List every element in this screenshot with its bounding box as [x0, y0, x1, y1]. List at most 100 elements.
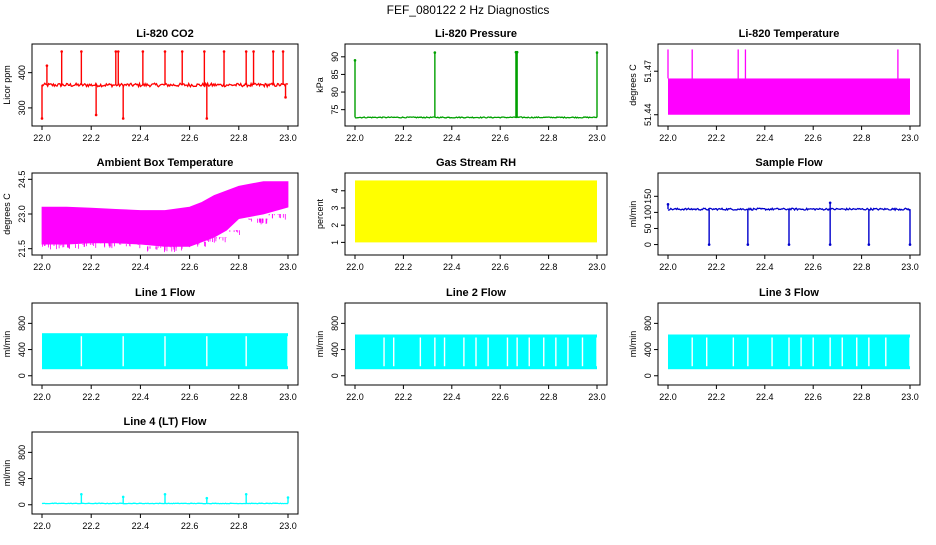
spike-point: [746, 243, 750, 246]
plot-frame: [657, 302, 921, 386]
y-tick-label: 23.0: [17, 205, 27, 223]
x-tick-label: 22.8: [230, 262, 248, 272]
x-tick-label: 22.8: [853, 133, 871, 143]
x-tick-label: 22.2: [82, 133, 100, 143]
x-tick-label: 22.4: [132, 133, 150, 143]
spike-point: [163, 492, 167, 496]
y-axis-label: ml/min: [628, 201, 638, 228]
x-tick-label: 22.0: [346, 392, 364, 402]
y-tick-label: 3: [330, 205, 340, 210]
x-tick-label: 22.2: [82, 262, 100, 272]
x-tick-label: 23.0: [588, 133, 606, 143]
spike-point: [787, 243, 791, 246]
series-band: [41, 181, 289, 247]
y-tick-label: 0: [330, 373, 340, 378]
spike-point: [94, 113, 98, 117]
plot-frame: [657, 43, 921, 127]
x-tick-label: 22.0: [346, 133, 364, 143]
y-axis-label: Licor ppm: [2, 65, 12, 105]
panel-title: Ambient Box Temperature: [97, 157, 234, 169]
spike-point: [433, 51, 437, 54]
y-tick-label: 1: [330, 240, 340, 245]
series-9: [668, 334, 911, 370]
x-tick-label: 23.0: [279, 521, 297, 531]
y-tick-label: 0: [643, 242, 653, 247]
panel-title: Li-820 CO2: [136, 28, 193, 40]
spike-point: [163, 50, 167, 53]
plot-frame: [31, 302, 299, 386]
x-tick-label: 22.8: [540, 392, 558, 402]
spike-point: [244, 50, 248, 53]
x-tick-label: 22.6: [804, 262, 822, 272]
x-tick-label: 23.0: [279, 133, 297, 143]
plot-frame: [31, 431, 299, 515]
x-tick-label: 22.6: [181, 262, 199, 272]
y-tick-label: 4: [330, 188, 340, 193]
y-tick-label: 51.47: [643, 60, 653, 83]
y-tick-label: 800: [643, 316, 653, 331]
spike-point: [114, 50, 118, 53]
spike-point: [121, 495, 125, 499]
y-tick-label: 2: [330, 223, 340, 228]
x-tick-label: 22.4: [756, 392, 774, 402]
series-5: [355, 180, 597, 243]
plot-frame: [344, 172, 608, 256]
series-line: [41, 502, 289, 505]
y-tick-label: 0: [17, 373, 27, 378]
y-tick-label: 24.5: [17, 171, 27, 189]
x-tick-label: 23.0: [279, 392, 297, 402]
x-tick-label: 22.6: [181, 133, 199, 143]
spike-point: [80, 492, 83, 496]
spike-point: [353, 59, 357, 62]
series-band: [668, 78, 910, 115]
y-tick-label: 85: [330, 69, 340, 79]
spike-point: [205, 117, 209, 120]
y-tick-label: 400: [643, 342, 653, 357]
x-tick-label: 22.0: [33, 262, 51, 272]
plot-frame: [344, 43, 608, 127]
x-tick-label: 22.4: [132, 521, 150, 531]
x-tick-label: 22.2: [708, 133, 726, 143]
y-tick-label: 75: [330, 105, 340, 115]
panel-4: Ambient Box Temperature degrees C 22.0 22.2…: [2, 157, 299, 272]
panel-title: Gas Stream RH: [436, 157, 516, 169]
x-tick-label: 22.0: [33, 521, 51, 531]
spike-point: [40, 117, 44, 120]
panel-title: Line 1 Flow: [135, 287, 195, 299]
spike-point: [80, 50, 83, 53]
spike-point: [271, 50, 275, 53]
spike-point: [121, 117, 125, 120]
x-tick-label: 22.0: [33, 133, 51, 143]
x-tick-label: 22.8: [230, 133, 248, 143]
x-tick-label: 22.0: [33, 392, 51, 402]
panel-title: Li-820 Temperature: [739, 28, 840, 40]
spike-point: [45, 64, 49, 67]
y-tick-label: 400: [330, 342, 340, 357]
y-axis-label: percent: [315, 198, 325, 229]
x-tick-label: 22.6: [491, 392, 509, 402]
x-tick-label: 22.0: [659, 262, 677, 272]
spike-point: [828, 243, 832, 246]
y-tick-label: 21.5: [17, 240, 27, 258]
spike-point: [244, 492, 248, 496]
panel-9: Line 3 Flow ml/min 22.0 22.2 22.4 22.6 22.8 23.…: [628, 287, 921, 402]
spike-point: [867, 243, 871, 246]
x-tick-label: 22.8: [853, 262, 871, 272]
spike-point: [116, 50, 120, 53]
y-tick-label: 400: [17, 342, 27, 357]
x-tick-label: 22.4: [756, 133, 774, 143]
panel-1: Li-820 CO2 Licor ppm 22.0 22.2 22.4 22.6 22.8 2…: [2, 28, 299, 143]
panel-10: Line 4 (LT) Flow ml/min 22.0 22.2 22.4 22.6 22…: [2, 416, 299, 531]
spike-point: [284, 96, 287, 99]
panel-title: Li-820 Pressure: [435, 28, 517, 40]
y-tick-label: 400: [17, 471, 27, 486]
spike-point: [595, 51, 599, 54]
series-8: [355, 334, 598, 370]
spike-point: [60, 50, 63, 53]
x-tick-label: 22.6: [491, 262, 509, 272]
spike-point: [828, 201, 832, 205]
x-tick-label: 22.8: [230, 392, 248, 402]
series-3: [667, 49, 910, 115]
